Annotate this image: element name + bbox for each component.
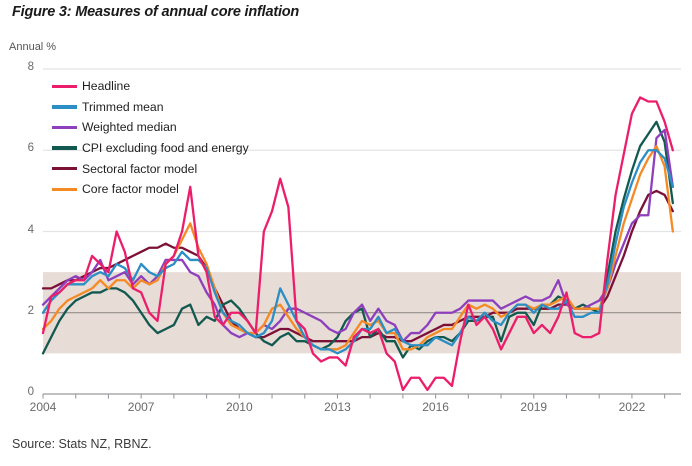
legend-item-3[interactable]: Weighted median bbox=[52, 117, 249, 138]
x-axis-tick-label: 2016 bbox=[422, 400, 449, 414]
legend-item-6[interactable]: Core factor model bbox=[52, 179, 249, 200]
legend-swatch-icon bbox=[52, 105, 77, 109]
legend-item-label: Trimmed mean bbox=[82, 99, 164, 114]
legend-item-2[interactable]: Trimmed mean bbox=[52, 97, 249, 118]
legend-swatch-icon bbox=[52, 166, 77, 171]
legend-item-1[interactable]: Headline bbox=[52, 76, 249, 97]
legend-item-4[interactable]: CPI excluding food and energy bbox=[52, 138, 249, 159]
x-axis-tick-label: 2007 bbox=[127, 400, 155, 414]
legend-swatch-icon bbox=[52, 125, 77, 130]
y-axis-tick-label: 6 bbox=[27, 142, 34, 155]
x-axis-tick-label: 2013 bbox=[324, 400, 351, 414]
legend-swatch-icon bbox=[52, 84, 77, 88]
y-axis-tick-label: 2 bbox=[27, 304, 34, 317]
legend-item-label: Core factor model bbox=[82, 182, 179, 197]
legend-item-5[interactable]: Sectoral factor model bbox=[52, 158, 249, 179]
legend-item-label: Sectoral factor model bbox=[82, 161, 198, 176]
y-axis-tick-label: 8 bbox=[27, 61, 34, 73]
x-axis-tick-label: 2022 bbox=[618, 400, 646, 414]
y-axis-tick-label: 0 bbox=[27, 386, 34, 398]
legend-item-label: CPI excluding food and energy bbox=[82, 140, 249, 155]
series-line-headline bbox=[41, 96, 674, 392]
legend-item-label: Weighted median bbox=[82, 120, 177, 135]
x-axis-tick-label: 2010 bbox=[225, 400, 253, 414]
y-axis-unit-label: Annual % bbox=[9, 41, 57, 53]
legend-swatch-icon bbox=[52, 146, 77, 150]
chart-legend: Headline Trimmed mean Weighted median CPI e… bbox=[52, 76, 249, 200]
legend-swatch-icon bbox=[52, 187, 77, 191]
x-axis-tick-label: 2019 bbox=[520, 400, 548, 414]
x-axis-ticks bbox=[42, 394, 666, 399]
y-axis-tick-label: 4 bbox=[27, 223, 34, 236]
x-axis-tick-label: 2004 bbox=[29, 400, 57, 414]
source-note: Source: Stats NZ, RBNZ. bbox=[12, 437, 152, 451]
figure-title: Figure 3: Measures of annual core inflat… bbox=[12, 4, 300, 20]
legend-item-label: Headline bbox=[82, 79, 131, 94]
